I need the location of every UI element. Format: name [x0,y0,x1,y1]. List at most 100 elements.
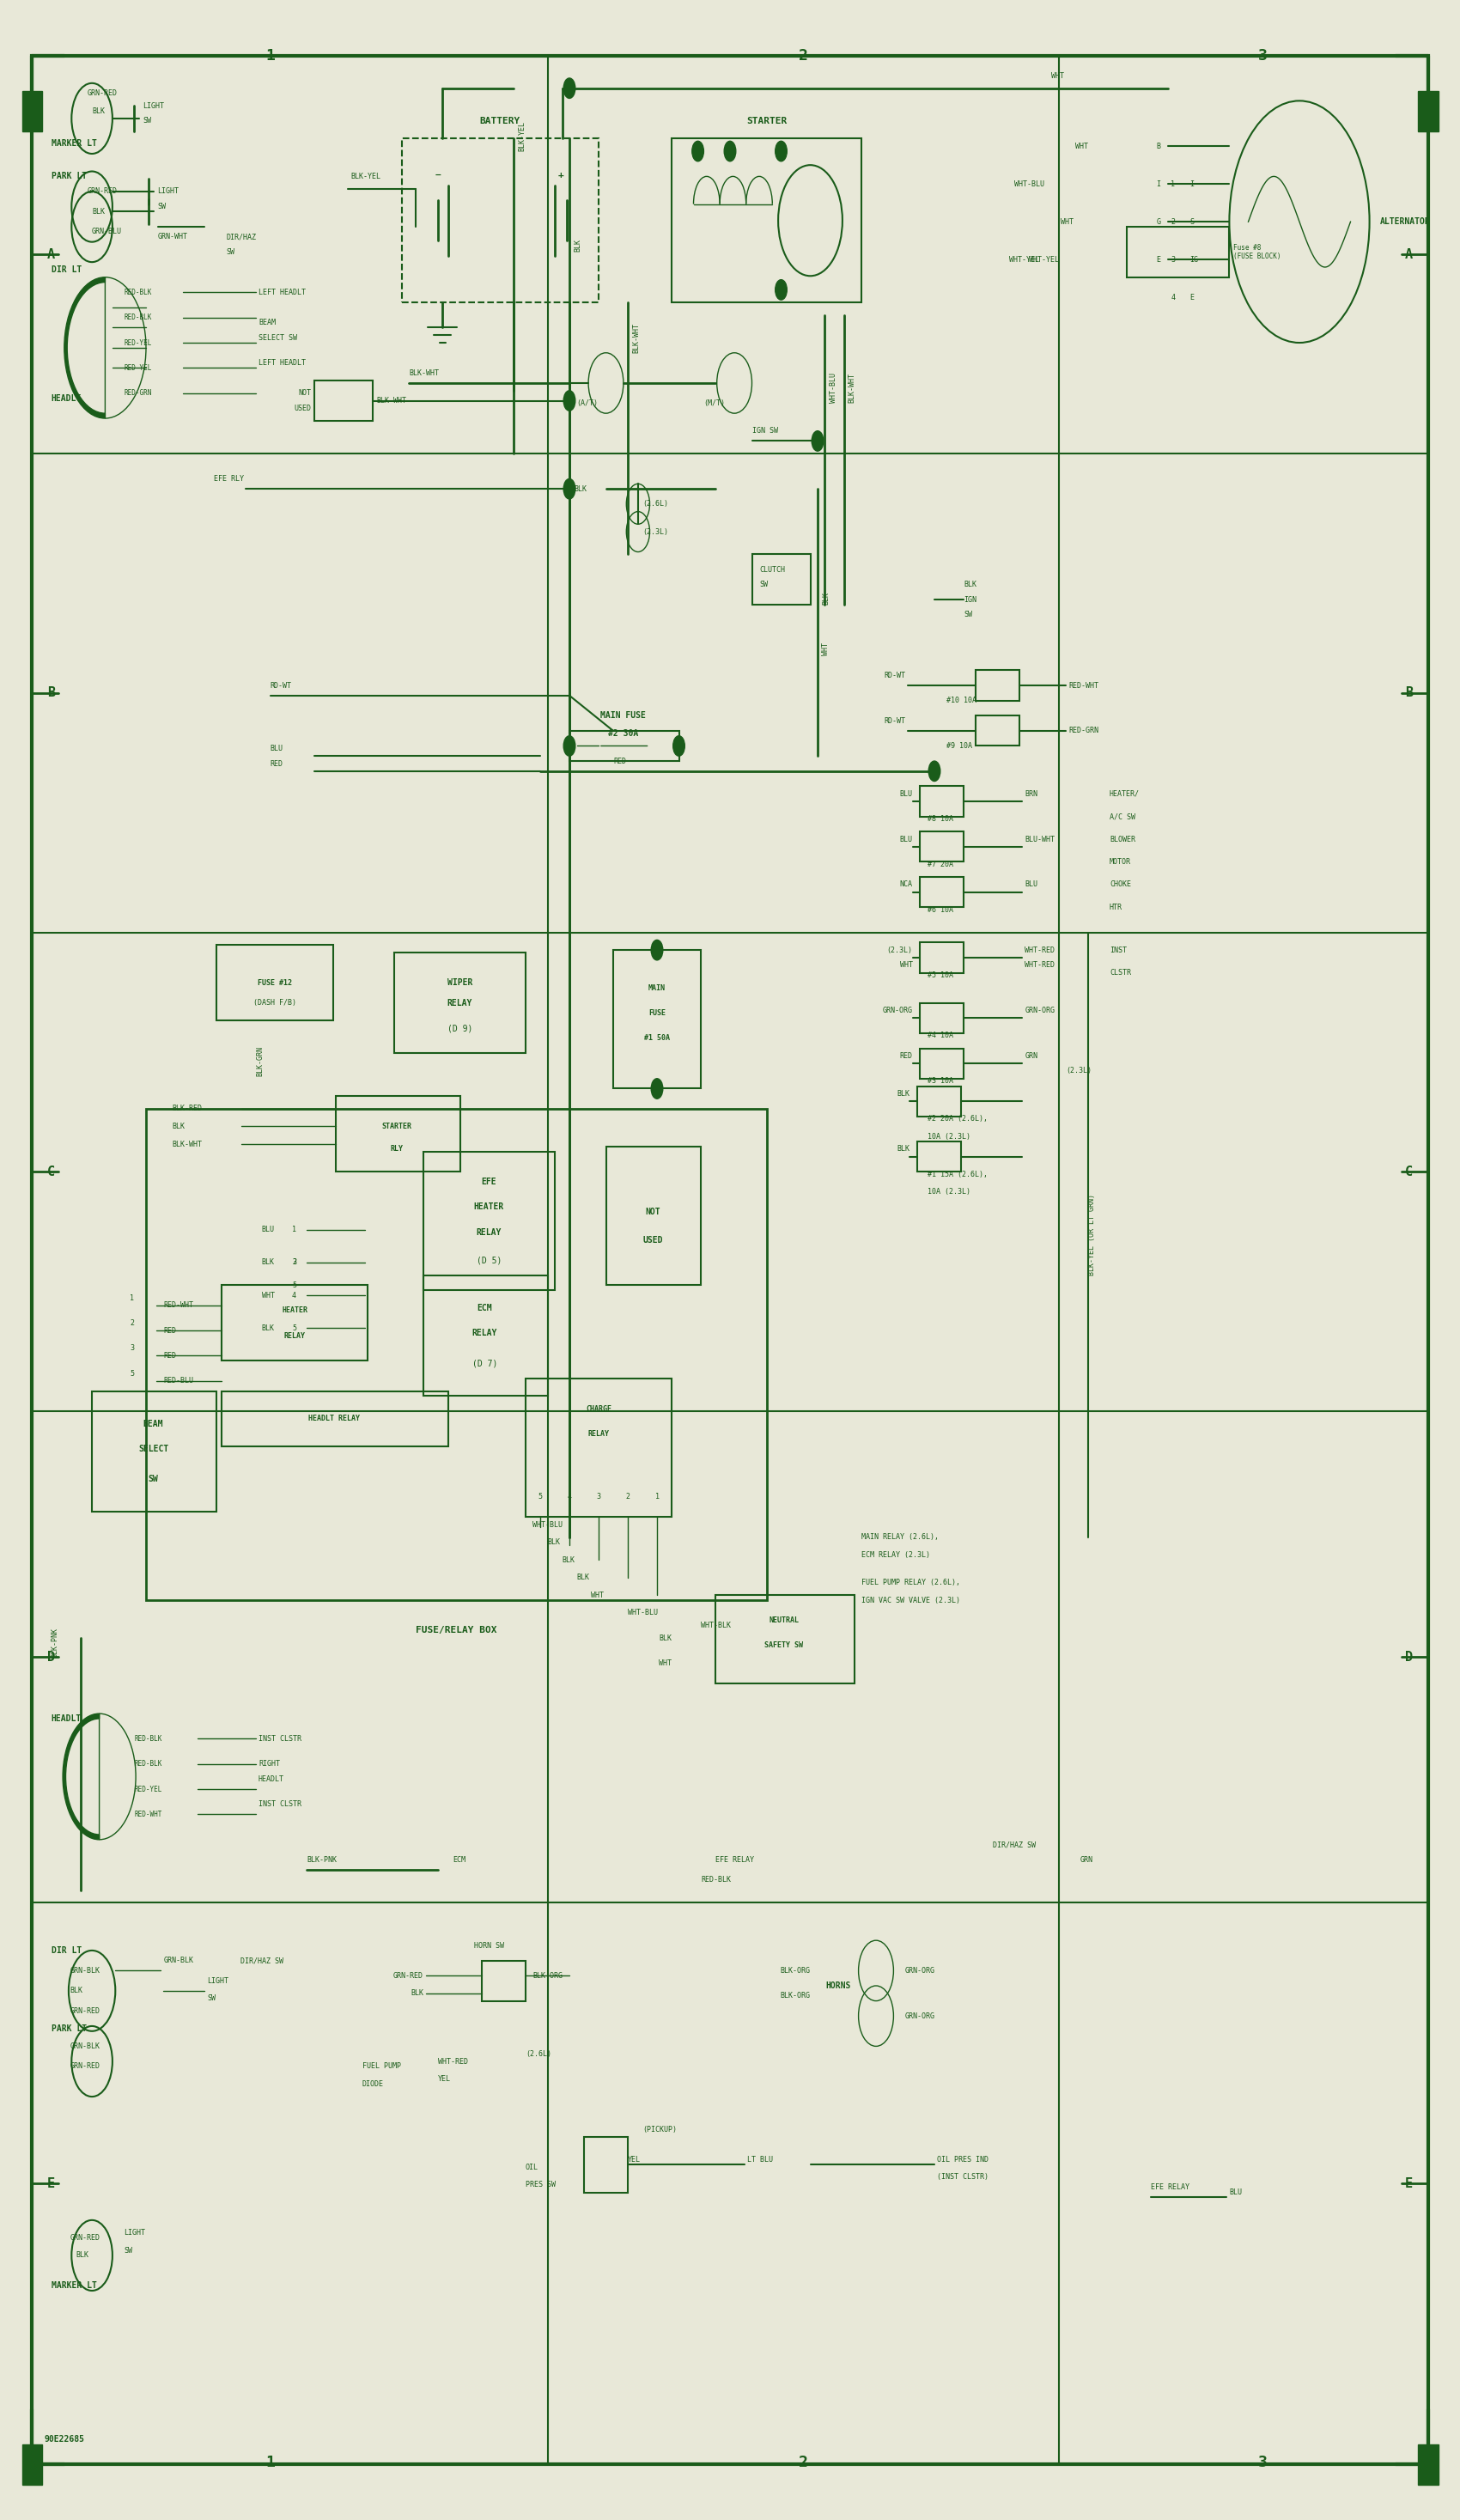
Text: 5: 5 [130,1368,134,1378]
Text: WHT-RED: WHT-RED [1025,960,1056,970]
Text: G: G [1156,217,1161,227]
Text: 3: 3 [1259,2454,1267,2470]
Text: BLK-WHT: BLK-WHT [848,373,856,403]
Text: S: S [1190,217,1194,227]
Text: MARKER LT: MARKER LT [51,2281,96,2291]
Text: MAIN: MAIN [648,983,666,993]
Text: HEATER: HEATER [282,1305,308,1315]
Text: BLK: BLK [562,1555,575,1565]
Bar [715,1595,854,1683]
Text: 1: 1 [266,2454,274,2470]
Text: (D 9): (D 9) [447,1023,473,1033]
Text: RED-WHT: RED-WHT [134,1809,162,1819]
Text: HEADLT: HEADLT [258,1774,285,1784]
Text: BLK: BLK [261,1257,274,1268]
Bar [917,1086,961,1116]
Circle shape [812,431,823,451]
Text: BLU: BLU [270,743,283,753]
Text: 2: 2 [1171,217,1175,227]
Text: GRN-ORG: GRN-ORG [882,1005,912,1016]
Text: SW: SW [124,2245,133,2255]
Text: IGN: IGN [964,595,977,605]
Text: WHT-BLU: WHT-BLU [533,1520,564,1530]
Text: PARK LT: PARK LT [51,171,86,181]
Text: RED-GRN: RED-GRN [1069,726,1099,736]
Text: BLK-ORG: BLK-ORG [780,1991,810,2001]
Text: GRN-RED: GRN-RED [70,2006,101,2016]
Text: C: C [1405,1164,1413,1179]
Text: BRN: BRN [1025,789,1038,799]
Text: BLK-WHT: BLK-WHT [377,396,407,406]
Text: RED: RED [899,1051,912,1061]
Text: SW: SW [207,1993,216,2003]
Text: BLK: BLK [896,1089,910,1099]
Circle shape [775,141,787,161]
Text: B: B [1156,141,1161,151]
Text: BLK: BLK [410,1988,423,1998]
Text: LT BLU: LT BLU [748,2155,774,2165]
Text: HORN SW: HORN SW [474,1940,505,1950]
Text: B: B [47,685,55,701]
Bar [423,1275,548,1396]
Text: E: E [1156,255,1161,265]
Text: GRN-BLK: GRN-BLK [70,1966,101,1976]
Text: SW: SW [759,580,768,590]
Text: 1: 1 [266,48,274,63]
Text: 3: 3 [1259,48,1267,63]
Text: 3: 3 [597,1492,600,1502]
Text: (2.3L): (2.3L) [1066,1066,1092,1076]
Text: BLK: BLK [574,239,581,252]
Bar [920,877,964,907]
Text: RELAY: RELAY [285,1331,305,1341]
Text: 1: 1 [1171,179,1175,189]
Text: FUEL PUMP: FUEL PUMP [362,2061,400,2071]
Text: BLK-PNK: BLK-PNK [307,1855,337,1865]
Text: DIR/HAZ SW: DIR/HAZ SW [993,1840,1035,1850]
Text: E: E [1190,292,1194,302]
Bar [526,1378,672,1517]
Text: 10A (2.3L): 10A (2.3L) [927,1187,969,1197]
Text: #7 20A: #7 20A [927,859,953,869]
Text: BLOWER: BLOWER [1110,834,1136,844]
Text: EFE RELAY: EFE RELAY [715,1855,753,1865]
Bar [975,716,1019,746]
Text: 4: 4 [568,1492,571,1502]
Bar [917,1142,961,1172]
Text: RED: RED [164,1326,177,1336]
Text: NCA: NCA [899,879,912,890]
Text: #10 10A: #10 10A [946,696,977,706]
Text: INST CLSTR: INST CLSTR [258,1799,301,1809]
Text: B: B [1405,685,1413,701]
Text: INST CLSTR: INST CLSTR [258,1734,301,1744]
Text: #1 15A (2.6L),: #1 15A (2.6L), [927,1169,987,1179]
Text: NOT: NOT [298,388,311,398]
Text: WHT: WHT [822,643,829,655]
Text: BLK: BLK [548,1537,561,1547]
Text: #6 10A: #6 10A [927,905,953,915]
Text: MAIN RELAY (2.6L),: MAIN RELAY (2.6L), [861,1532,939,1542]
Bar [606,1147,701,1285]
Bar [920,832,964,862]
Text: NEUTRAL: NEUTRAL [769,1615,799,1625]
Text: SELECT: SELECT [139,1444,168,1454]
Text: RED: RED [164,1351,177,1361]
Bar [672,139,861,302]
Text: BLK: BLK [92,106,105,116]
Bar [92,1391,216,1512]
Text: BLU: BLU [1229,2187,1242,2197]
Text: D: D [47,1651,55,1663]
Text: EFE RLY: EFE RLY [213,474,244,484]
Text: WHT-BLU: WHT-BLU [628,1608,658,1618]
Text: INST: INST [1110,945,1127,955]
Text: BATTERY: BATTERY [480,116,520,126]
Text: FUEL PUMP RELAY (2.6L),: FUEL PUMP RELAY (2.6L), [861,1578,961,1588]
Text: (DASH F/B): (DASH F/B) [253,998,296,1008]
Text: DIR/HAZ: DIR/HAZ [226,232,257,242]
Text: YEL: YEL [438,2074,451,2084]
Text: GRN-WHT: GRN-WHT [158,232,188,242]
Bar [920,1003,964,1033]
Text: BLK: BLK [261,1323,274,1333]
Circle shape [692,141,704,161]
Text: #2 30A: #2 30A [609,728,638,738]
Circle shape [564,391,575,411]
